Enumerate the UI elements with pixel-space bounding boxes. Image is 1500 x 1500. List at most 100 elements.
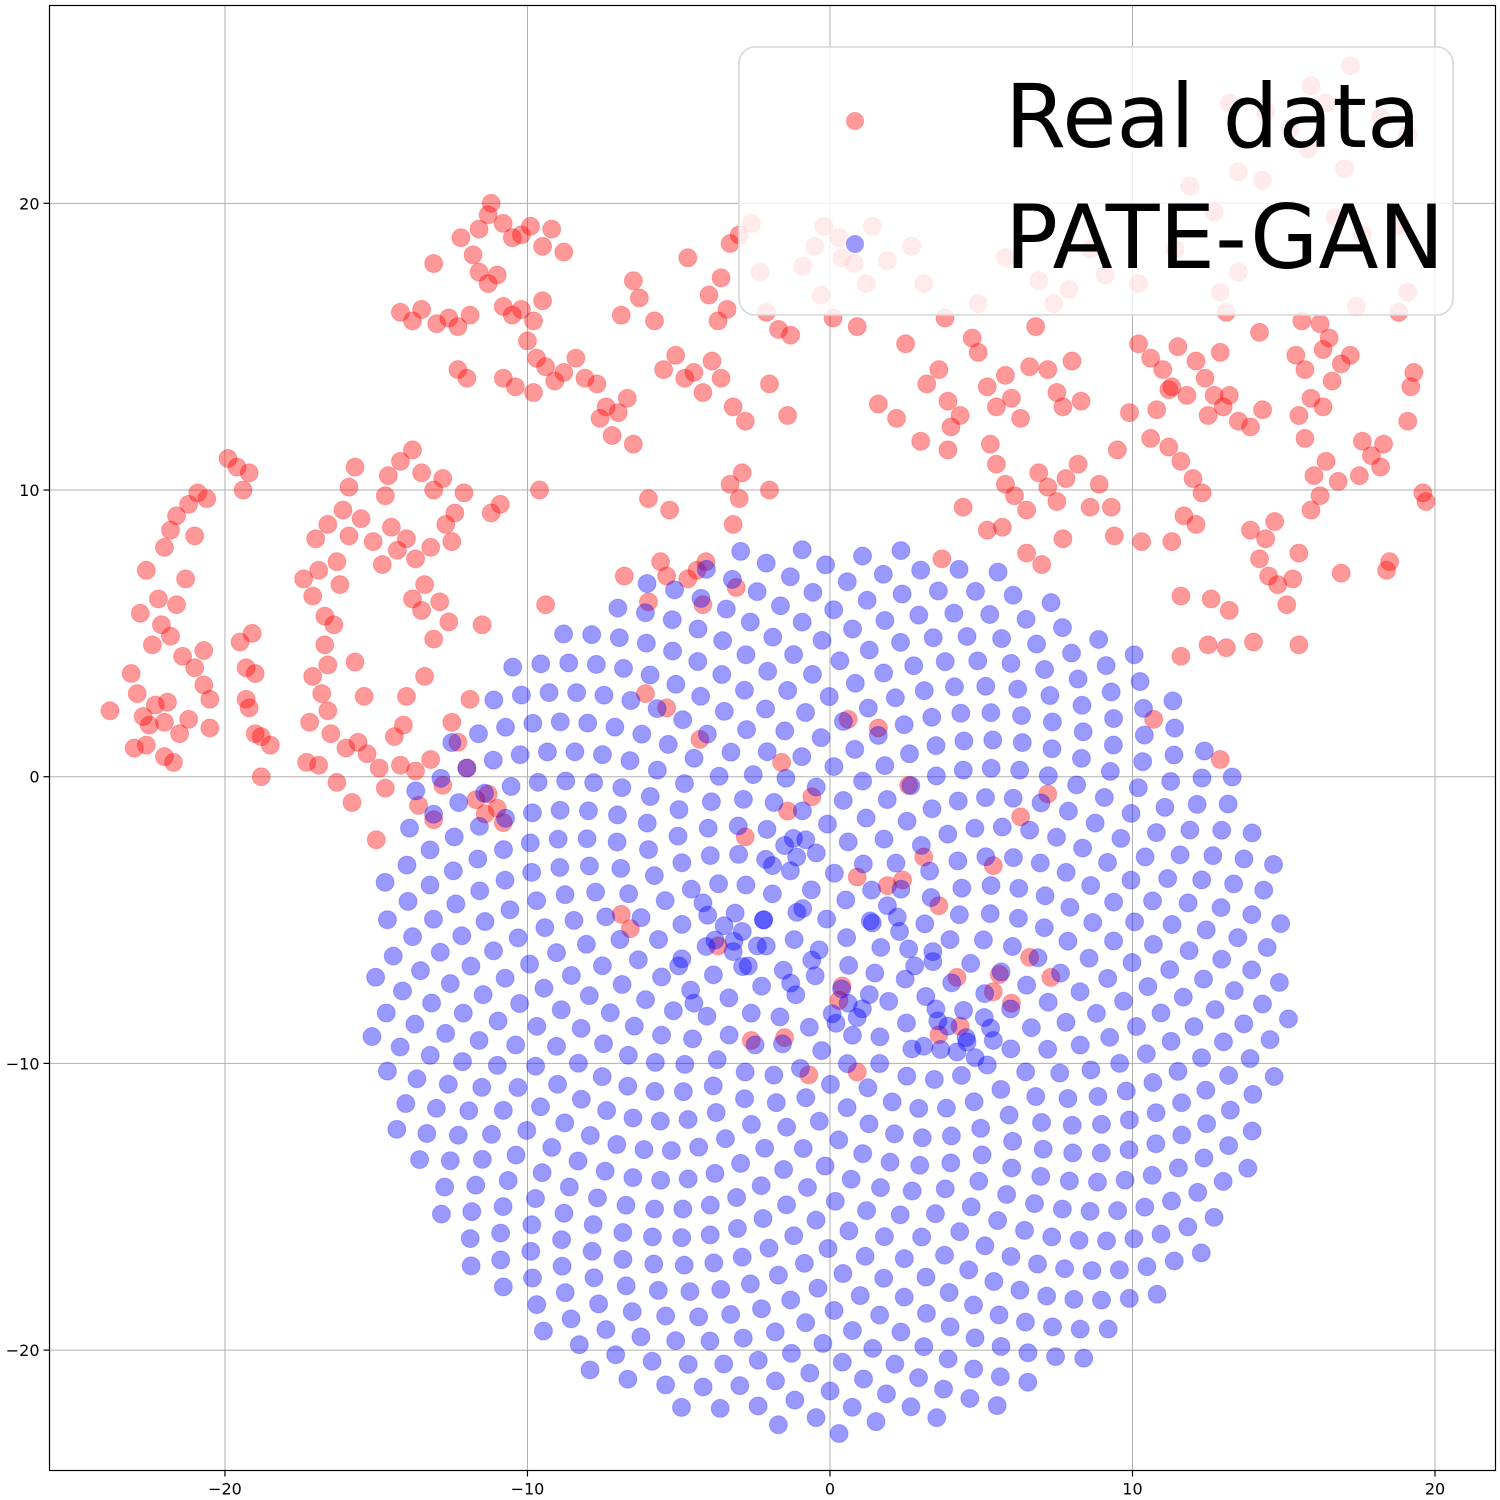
pate-gan-point bbox=[801, 880, 821, 900]
pate-gan-point bbox=[1052, 618, 1072, 638]
pate-gan-point bbox=[1056, 862, 1076, 882]
real-data-point bbox=[1068, 454, 1088, 474]
pate-gan-point bbox=[965, 818, 985, 838]
pate-gan-point bbox=[964, 1295, 984, 1315]
pate-gan-point bbox=[487, 1055, 507, 1075]
pate-gan-point bbox=[923, 628, 943, 648]
pate-gan-point bbox=[688, 619, 708, 639]
real-data-point bbox=[442, 532, 462, 552]
real-data-point bbox=[660, 500, 680, 520]
real-data-point bbox=[735, 827, 755, 847]
real-data-point bbox=[995, 474, 1015, 494]
pate-gan-point bbox=[923, 952, 943, 972]
real-data-point bbox=[457, 758, 477, 778]
pate-gan-point bbox=[1160, 960, 1180, 980]
real-data-point bbox=[829, 990, 849, 1010]
pate-gan-point bbox=[1083, 913, 1103, 933]
real-data-point bbox=[475, 804, 495, 824]
real-data-point bbox=[1119, 403, 1139, 423]
pate-gan-point bbox=[1242, 960, 1262, 980]
real-data-point bbox=[511, 299, 531, 319]
pate-gan-point bbox=[672, 949, 692, 969]
pate-gan-point bbox=[705, 1163, 725, 1183]
y-tick-label: 0 bbox=[29, 768, 39, 787]
pate-gan-point bbox=[534, 978, 554, 998]
real-data-point bbox=[127, 684, 147, 704]
pate-gan-point bbox=[1008, 679, 1028, 699]
pate-gan-point bbox=[719, 988, 739, 1008]
pate-gan-point bbox=[636, 633, 656, 653]
pate-gan-point bbox=[1128, 778, 1148, 798]
pate-gan-point bbox=[1088, 1086, 1108, 1106]
pate-gan-point bbox=[510, 994, 530, 1014]
real-data-point bbox=[372, 555, 392, 575]
pate-gan-point bbox=[808, 1278, 828, 1298]
pate-gan-point bbox=[747, 936, 767, 956]
pate-gan-point bbox=[666, 674, 686, 694]
pate-gan-point bbox=[636, 990, 656, 1010]
pate-gan-point bbox=[957, 1032, 977, 1052]
pate-gan-point bbox=[1062, 643, 1082, 663]
pate-gan-point bbox=[567, 683, 587, 703]
real-data-point bbox=[424, 629, 444, 649]
pate-gan-point bbox=[494, 840, 514, 860]
pate-gan-point bbox=[491, 1250, 511, 1270]
pate-gan-point bbox=[1104, 931, 1124, 951]
pate-gan-point bbox=[762, 884, 782, 904]
real-data-point bbox=[847, 1062, 867, 1082]
pate-gan-point bbox=[1212, 949, 1232, 969]
real-data-point bbox=[1171, 451, 1191, 471]
real-data-point bbox=[185, 526, 205, 546]
pate-gan-point bbox=[689, 1307, 709, 1327]
pate-gan-point bbox=[666, 1331, 686, 1351]
real-data-point bbox=[651, 552, 671, 572]
real-data-point bbox=[1198, 635, 1218, 655]
pate-gan-point bbox=[911, 835, 931, 855]
pate-gan-point bbox=[523, 713, 543, 733]
real-data-point bbox=[590, 408, 610, 428]
real-data-point bbox=[251, 727, 271, 747]
pate-gan-point bbox=[1187, 794, 1207, 814]
pate-gan-point bbox=[1124, 1229, 1144, 1249]
pate-gan-point bbox=[928, 1011, 948, 1031]
pate-gan-point bbox=[1081, 876, 1101, 896]
pate-gan-point bbox=[1184, 1017, 1204, 1037]
pate-gan-point bbox=[965, 1328, 985, 1348]
pate-gan-point bbox=[887, 907, 907, 927]
real-data-point bbox=[566, 348, 586, 368]
pate-gan-point bbox=[663, 641, 683, 661]
real-data-point bbox=[1029, 463, 1049, 483]
pate-gan-point bbox=[884, 1124, 904, 1144]
pate-gan-point bbox=[1146, 823, 1166, 843]
pate-gan-point bbox=[965, 1048, 985, 1068]
pate-gan-point bbox=[922, 799, 942, 819]
real-data-point bbox=[445, 503, 465, 523]
pate-gan-point bbox=[1238, 1158, 1258, 1178]
pate-gan-point bbox=[741, 1003, 761, 1023]
pate-gan-point bbox=[964, 1092, 984, 1112]
pate-gan-point bbox=[1138, 977, 1158, 997]
pate-gan-point bbox=[796, 1313, 816, 1333]
real-data-point bbox=[1001, 993, 1021, 1013]
pate-gan-point bbox=[688, 652, 708, 672]
pate-gan-point bbox=[747, 582, 767, 602]
pate-gan-point bbox=[740, 1274, 760, 1294]
pate-gan-point bbox=[484, 941, 504, 961]
pate-gan-point bbox=[805, 966, 825, 986]
pate-gan-point bbox=[1192, 768, 1212, 788]
pate-gan-point bbox=[475, 912, 495, 932]
pate-gan-point bbox=[609, 628, 629, 648]
real-data-point bbox=[330, 575, 350, 595]
pate-gan-point bbox=[980, 604, 1000, 624]
pate-gan-point bbox=[980, 904, 1000, 924]
pate-gan-point bbox=[580, 1360, 600, 1380]
pate-gan-point bbox=[592, 745, 612, 765]
pate-gan-point bbox=[555, 1113, 575, 1133]
real-data-point bbox=[345, 652, 365, 672]
pate-gan-point bbox=[764, 1065, 784, 1085]
pate-gan-point bbox=[550, 857, 570, 877]
pate-gan-point bbox=[843, 619, 863, 639]
pate-gan-point bbox=[1042, 1227, 1062, 1247]
pate-gan-point bbox=[925, 1204, 945, 1224]
